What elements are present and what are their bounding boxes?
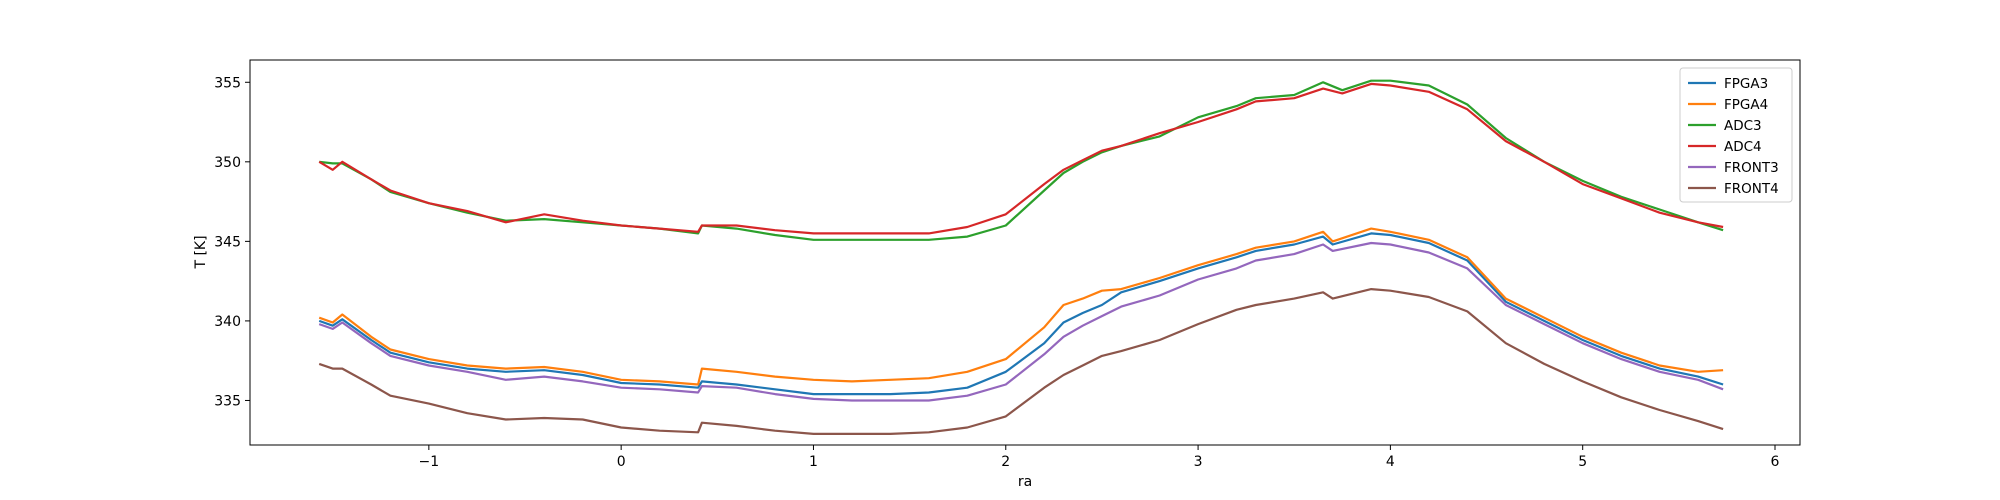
x-tick-label: 0	[617, 454, 626, 470]
legend-label-fpga4: FPGA4	[1724, 97, 1768, 113]
y-tick-label: 355	[214, 75, 241, 91]
y-tick-label: 335	[214, 393, 241, 409]
plot-area	[250, 60, 1800, 445]
x-tick-label: 2	[1001, 454, 1010, 470]
x-tick-label: 5	[1578, 454, 1587, 470]
legend-label-front4: FRONT4	[1724, 181, 1779, 197]
legend-box	[1679, 67, 1793, 203]
x-tick-label: 6	[1771, 454, 1780, 470]
x-tick-label: −1	[419, 454, 440, 470]
y-tick-label: 350	[214, 155, 241, 171]
series-line-fpga4	[318, 227, 1724, 386]
legend-label-fpga3: FPGA3	[1724, 76, 1768, 92]
series-line-fpga3	[318, 232, 1724, 396]
x-tick-label: 4	[1386, 454, 1395, 470]
legend: FPGA3 FPGA4 ADC3 ADC4 FRONT3 FRONT4	[1679, 67, 1793, 203]
x-tick-label: 3	[1194, 454, 1203, 470]
legend-label-adc3: ADC3	[1724, 118, 1762, 134]
legend-label-adc4: ADC4	[1724, 139, 1762, 155]
y-tick-label: 340	[214, 314, 241, 330]
x-tick-label: 1	[809, 454, 818, 470]
series-line-front3	[318, 241, 1724, 402]
y-axis: 335 340 345 350 355	[214, 75, 250, 409]
x-axis: −1 0 1 2 3 4 5 6	[419, 445, 1780, 470]
y-axis-label: T [K]	[193, 235, 209, 269]
series-layer	[318, 79, 1724, 435]
y-tick-label: 345	[214, 234, 241, 250]
series-line-adc4	[318, 82, 1724, 235]
x-axis-label: ra	[1018, 474, 1032, 490]
series-line-front4	[318, 288, 1724, 435]
legend-label-front3: FRONT3	[1724, 160, 1779, 176]
plot-frame	[249, 59, 1801, 446]
